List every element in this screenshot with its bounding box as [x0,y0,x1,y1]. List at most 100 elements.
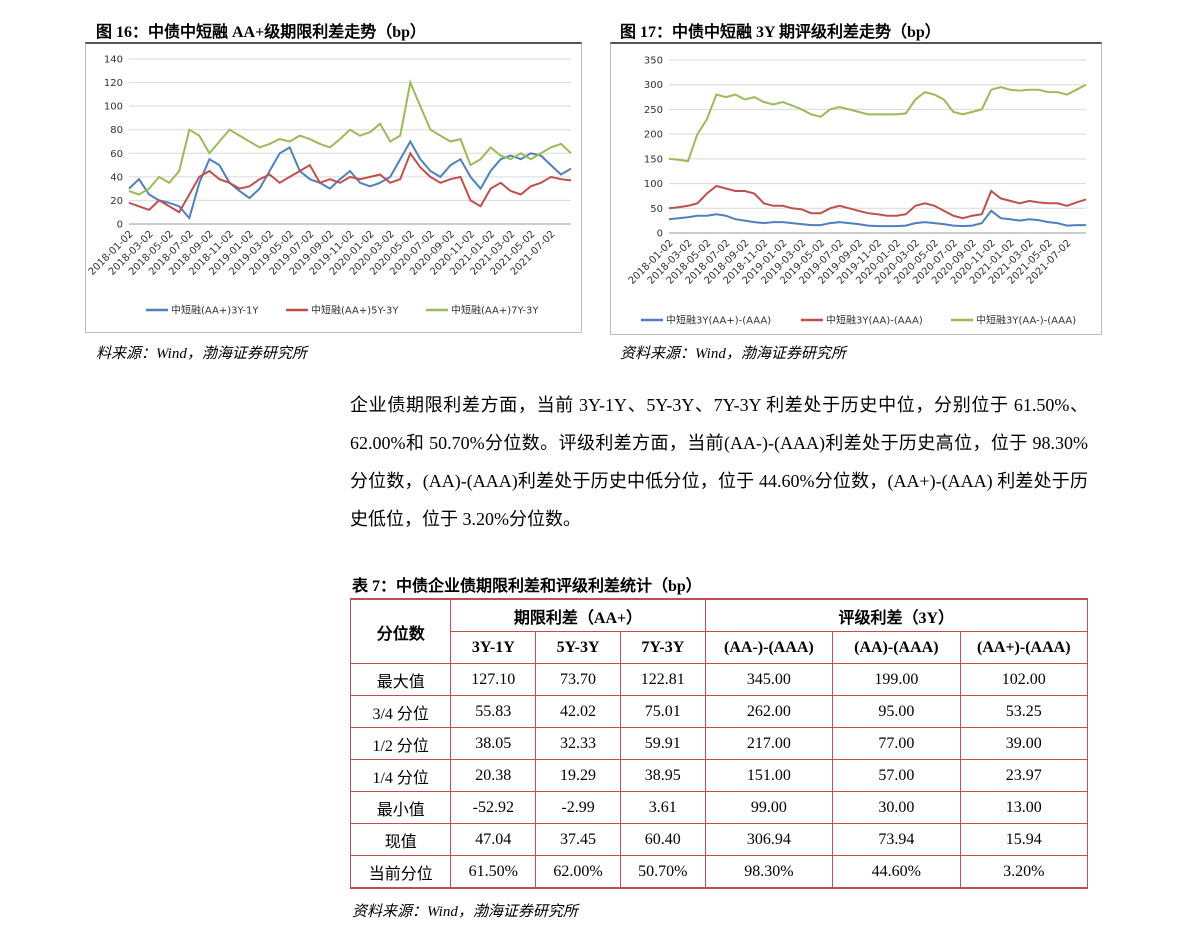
legend-label: 中短融3Y(AA+)-(AAA) [666,314,771,327]
table-cell: 32.33 [535,727,621,760]
chart: 0501001502002503003502018-01-022018-03-0… [627,56,1087,327]
table-cell: 98.30% [704,855,834,889]
table-cell: 77.00 [832,727,961,760]
table-cell: 最小值 [349,791,452,824]
table-cell: 1/4 分位 [349,759,452,792]
table-cell: -2.99 [535,791,621,824]
y-tick-label: 140 [104,55,123,66]
y-tick-label: 50 [650,204,663,215]
y-tick-label: 20 [110,196,123,207]
table-row: 现值 47.04 37.45 60.40 306.94 73.94 15.94 [349,823,1089,856]
table-cell: 75.01 [619,695,706,728]
table-cell: (AA)-(AAA) [832,631,961,664]
table-caption: 表 7：中债企业债期限利差和评级利差统计（bp） [352,578,702,595]
table-cell: 217.00 [704,727,834,760]
paragraph: 企业债期限利差方面，当前 3Y-1Y、5Y-3Y、7Y-3Y 利差处于历史中位，… [350,395,1088,529]
table-cell: 5Y-3Y [535,631,621,664]
table-cell: 122.81 [619,663,706,696]
table-row: 当前分位 61.50% 62.00% 50.70% 98.30% 44.60% 3.20% [349,855,1089,889]
table-cell: 评级利差（3Y） [704,598,1089,632]
table-cell: 13.00 [959,791,1089,824]
table-cell: 1/2 分位 [349,727,452,760]
table-cell: 现值 [349,823,452,856]
series-line [668,184,1087,220]
table-cell: 7Y-3Y [619,631,706,664]
legend-label: 中短融3Y(AA)-(AAA) [826,314,923,327]
table-row: 3/4 分位 55.83 42.02 75.01 262.00 95.00 53.25 [349,695,1089,728]
table-cell: 47.04 [450,823,537,856]
table-cell: 102.00 [959,663,1089,696]
series-line [128,79,572,196]
table-cell: 44.60% [832,855,961,889]
legend-label: 中短融(AA+)3Y-1Y [171,304,259,317]
y-tick-label: 250 [644,105,663,116]
table-cell: 19.29 [535,759,621,792]
table-cell: 151.00 [704,759,834,792]
table-cell: 59.91 [619,727,706,760]
table-cell: 39.00 [959,727,1089,760]
table-cell: 73.94 [832,823,961,856]
table-row: 最大值 127.10 73.70 122.81 345.00 199.00 102.00 [349,663,1089,696]
legend-label: 中短融3Y(AA-)-(AAA) [976,314,1076,327]
y-tick-label: 100 [644,179,663,190]
y-tick-label: 0 [117,220,123,231]
table-cell: 3.20% [959,855,1089,889]
chart-frame: 0 50 100 150 200 250 300 350 2018-01-02 2018-03-0… [610,42,1102,335]
series-line [668,209,1086,228]
table-cell: 60.40 [619,823,706,856]
table-cell: 38.05 [450,727,537,760]
table-cell: 37.45 [535,823,621,856]
y-tick-label: 120 [104,78,123,89]
table-cell: 23.97 [959,759,1089,792]
table-cell: 当前分位 [349,855,452,889]
legend-label: 中短融(AA+)5Y-3Y [311,304,399,317]
y-tick-label: 350 [644,56,663,67]
table-cell: 61.50% [450,855,537,889]
table-cell: 345.00 [704,663,834,696]
table-cell: (AA+)-(AAA) [959,631,1089,664]
table-cell: 20.38 [450,759,537,792]
chart: 0204060801001201402018-01-022018-03-0220… [87,55,572,317]
table-row: 3Y-1Y 5Y-3Y 7Y-3Y (AA-)-(AAA) (AA)-(AAA) (AA+… [351,631,1089,664]
table-row: 1/2 分位 38.05 32.33 59.91 217.00 77.00 39.00 [349,727,1089,760]
table-source: 资料来源：Wind，渤海证券研究所 [352,904,578,920]
table-cell: 53.25 [959,695,1089,728]
table-cell: 262.00 [704,695,834,728]
table-cell: 3/4 分位 [349,695,452,728]
table-row: 分位数 期限利差（AA+） 评级利差（3Y） [349,598,1089,664]
table-cell: 期限利差（AA+） [450,598,706,632]
series-line [668,83,1087,163]
table-cell: 127.10 [450,663,537,696]
table-cell: 95.00 [832,695,961,728]
table-cell: -52.92 [450,791,537,824]
y-tick-label: 150 [644,154,663,165]
table-cell: 50.70% [619,855,706,889]
table-cell: 42.02 [535,695,621,728]
y-tick-label: 60 [110,149,123,160]
table-row: 1/4 分位 20.38 19.29 38.95 151.00 57.00 23.97 [349,759,1089,792]
figure-source: 资料来源：Wind，渤海证券研究所 [620,346,846,362]
table-cell: 分位数 [349,598,452,664]
table-cell: (AA-)-(AAA) [704,631,834,664]
table-cell: 38.95 [619,759,706,792]
table-cell: 199.00 [832,663,961,696]
table-cell: 57.00 [832,759,961,792]
table-cell: 3.61 [619,791,706,824]
y-tick-label: 100 [104,102,123,113]
figure-caption: 图 16：中债中短融 AA+级期限利差走势（bp） [96,24,427,41]
table-cell: 55.83 [450,695,537,728]
y-tick-label: 0 [657,229,663,240]
y-tick-label: 40 [110,172,123,183]
table-cell: 99.00 [704,791,834,824]
y-tick-label: 80 [110,125,123,136]
table-cell: 15.94 [959,823,1089,856]
series-line [128,151,572,214]
table-cell: 3Y-1Y [450,631,537,664]
table-row: 最小值 -52.92 -2.99 3.61 99.00 30.00 13.00 [349,791,1089,824]
figure-caption: 图 17：中债中短融 3Y 期评级利差走势（bp） [620,24,941,41]
legend-label: 中短融(AA+)7Y-3Y [451,304,539,317]
y-tick-label: 300 [644,80,663,91]
table-cell: 最大值 [349,663,452,696]
table-cell: 62.00% [535,855,621,889]
